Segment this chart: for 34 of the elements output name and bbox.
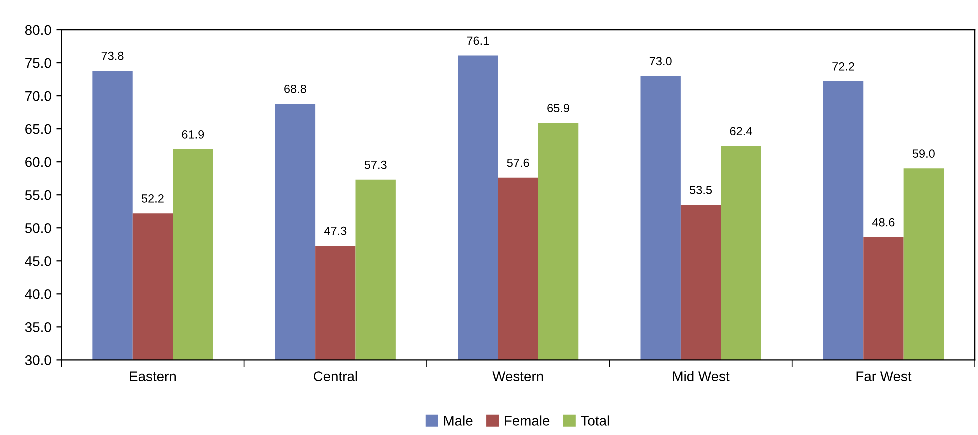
x-tick-label: Western — [492, 372, 544, 382]
legend-label: Male — [444, 416, 473, 426]
legend-label: Total — [581, 416, 610, 426]
legend-label: Female — [505, 416, 550, 426]
data-label: 62.4 — [730, 127, 752, 136]
data-label: 52.2 — [142, 194, 164, 203]
data-label: 68.8 — [284, 84, 306, 94]
y-tick-label: 30.0 — [25, 356, 52, 366]
data-label: 73.8 — [102, 52, 124, 60]
y-tick-label: 70.0 — [26, 91, 52, 102]
y-tick-label: 75.0 — [26, 58, 52, 68]
x-tick-label: Central — [314, 371, 358, 382]
data-label: 72.2 — [832, 62, 854, 71]
x-tick-label: Far West — [856, 372, 912, 382]
data-label: 57.6 — [507, 158, 530, 168]
data-label: 48.6 — [872, 218, 895, 227]
x-tick-label: Eastern — [130, 372, 176, 382]
data-label: 73.0 — [650, 57, 672, 66]
y-tick-label: 80.0 — [25, 25, 52, 36]
data-label: 76.1 — [467, 36, 490, 46]
x-tick-label: Mid West — [673, 371, 730, 382]
y-tick-label: 45.0 — [25, 256, 52, 266]
y-tick-label: 60.0 — [26, 157, 52, 168]
data-label: 53.5 — [690, 186, 712, 194]
data-label: 47.3 — [324, 226, 347, 236]
y-tick-label: 65.0 — [26, 124, 52, 134]
y-tick-label: 40.0 — [25, 289, 52, 300]
y-tick-label: 55.0 — [25, 190, 52, 200]
data-label: 59.0 — [912, 150, 935, 158]
data-label: 65.9 — [548, 104, 570, 112]
y-tick-label: 50.0 — [25, 223, 52, 234]
data-label: 61.9 — [182, 130, 204, 139]
data-label: 57.3 — [364, 160, 387, 170]
y-tick-label: 35.0 — [25, 322, 52, 332]
